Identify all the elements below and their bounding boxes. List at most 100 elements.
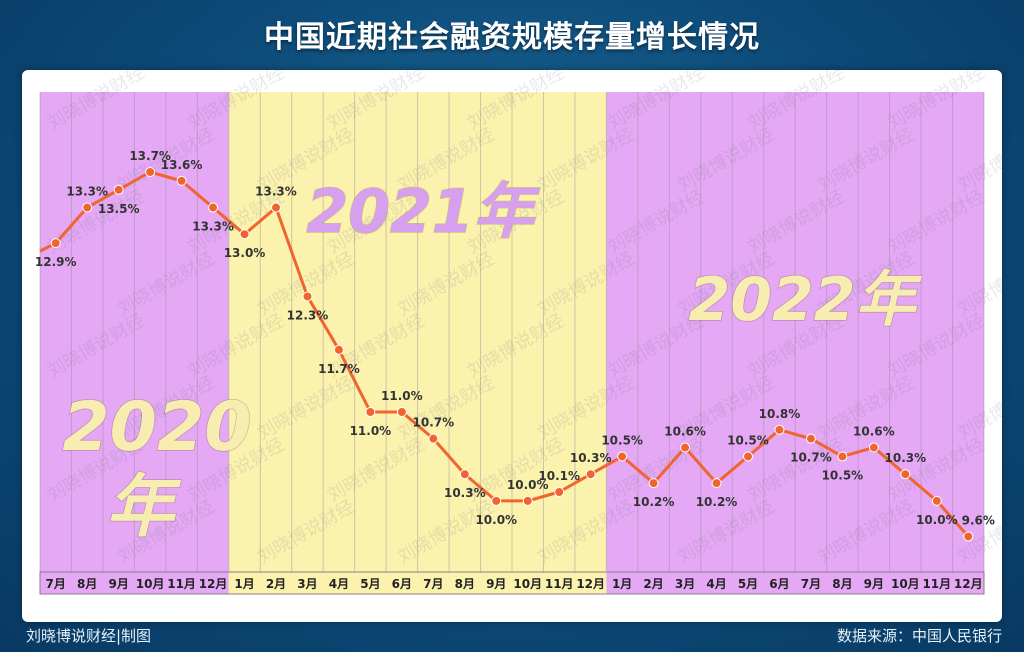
data-point	[365, 407, 376, 417]
year-band-0	[40, 92, 229, 594]
x-tick-label: 8月	[77, 577, 97, 591]
data-label: 13.6%	[161, 158, 203, 172]
data-point	[617, 451, 628, 462]
data-point	[113, 184, 124, 195]
year-label-2021: 2021年	[307, 177, 541, 247]
data-point	[680, 442, 691, 453]
data-point	[868, 442, 879, 453]
data-label: 10.3%	[570, 451, 612, 465]
data-point	[145, 167, 156, 177]
year-band-1	[228, 92, 607, 594]
data-label: 10.0%	[916, 513, 958, 527]
x-tick-label: 9月	[864, 577, 884, 591]
x-tick-label: 6月	[392, 577, 412, 591]
data-point	[333, 344, 344, 355]
x-tick-label: 12月	[199, 577, 228, 591]
data-label: 10.5%	[727, 433, 769, 447]
data-label: 13.3%	[192, 220, 234, 234]
data-label: 12.3%	[287, 308, 329, 322]
data-point	[774, 424, 785, 435]
data-label: 10.3%	[885, 451, 927, 465]
x-tick-label: 8月	[455, 577, 475, 591]
data-label: 10.6%	[853, 425, 895, 439]
data-label: 10.7%	[413, 416, 455, 430]
data-point	[963, 531, 974, 542]
year-label-2020: 2020	[62, 388, 251, 467]
x-tick-label: 11月	[167, 577, 196, 591]
chart-credit: 刘晓博说财经|制图	[26, 627, 152, 645]
x-tick-label: 7月	[801, 577, 821, 591]
data-point	[302, 291, 313, 302]
x-tick-label: 4月	[706, 577, 726, 591]
data-label: 11.0%	[381, 389, 423, 403]
data-label: 10.2%	[633, 495, 675, 509]
data-point	[459, 469, 470, 480]
data-point	[239, 229, 250, 240]
data-point	[82, 202, 93, 213]
data-point	[805, 433, 816, 444]
data-label: 10.5%	[601, 433, 643, 447]
data-label: 13.7%	[129, 149, 171, 163]
data-label: 10.0%	[475, 513, 517, 527]
data-label: 10.5%	[822, 468, 864, 482]
data-source: 数据来源：中国人民银行	[836, 627, 1002, 645]
x-tick-label: 1月	[612, 577, 632, 591]
x-tick-label: 3月	[675, 577, 695, 591]
x-tick-label: 9月	[486, 577, 506, 591]
data-label: 13.5%	[98, 202, 140, 216]
page-title: 中国近期社会融资规模存量增长情况	[264, 20, 760, 55]
data-point	[648, 478, 659, 489]
x-tick-label: 7月	[423, 577, 443, 591]
data-label: 10.2%	[696, 495, 738, 509]
x-tick-label: 6月	[769, 577, 789, 591]
data-label: 12.9%	[35, 255, 77, 269]
x-tick-label: 10月	[136, 577, 165, 591]
x-tick-label: 2月	[643, 577, 663, 591]
data-point	[585, 469, 596, 480]
x-tick-label: 3月	[297, 577, 317, 591]
data-point	[428, 433, 439, 444]
data-label: 10.6%	[664, 425, 706, 439]
data-point	[711, 478, 722, 489]
x-axis-box	[39, 571, 985, 595]
data-point	[208, 202, 219, 213]
year-label-2022: 2022年	[689, 265, 923, 335]
data-point	[900, 469, 911, 480]
data-label: 10.0%	[507, 478, 549, 492]
x-tick-label: 8月	[832, 577, 852, 591]
data-label: 11.0%	[350, 424, 392, 438]
data-point	[396, 407, 407, 417]
data-point	[743, 451, 753, 462]
data-point	[837, 451, 848, 462]
data-label: 13.3%	[255, 185, 297, 199]
data-point	[931, 495, 942, 506]
data-point	[491, 495, 502, 506]
x-tick-label: 2月	[266, 577, 286, 591]
x-tick-label: 10月	[513, 577, 542, 591]
data-label: 10.8%	[759, 407, 801, 421]
x-tick-label: 5月	[738, 577, 758, 591]
data-label: 9.6%	[962, 513, 995, 527]
line-chart: 刘晓博说财经 刘晓博说财经 刘晓博说财经 刘晓博说财经 刘晓博说财经 刘晓博说财经 刘晓博说…	[35, 70, 1002, 595]
data-label: 10.1%	[538, 469, 580, 483]
x-tick-label: 9月	[108, 577, 128, 591]
x-tick-label: 11月	[545, 577, 574, 591]
x-tick-label: 12月	[576, 577, 605, 591]
data-label: 11.7%	[318, 362, 360, 376]
x-tick-label: 5月	[360, 577, 380, 591]
data-label: 13.0%	[224, 246, 266, 260]
x-tick-label: 4月	[329, 577, 349, 591]
data-point	[176, 175, 187, 186]
data-point	[554, 487, 565, 497]
data-point	[271, 202, 281, 213]
data-label: 10.3%	[444, 486, 486, 500]
year-label-2020-suffix: 年	[106, 468, 182, 547]
x-tick-label: 11月	[922, 577, 951, 591]
data-point	[522, 495, 533, 506]
chart-panel: 刘晓博说财经 刘晓博说财经 刘晓博说财经 刘晓博说财经 刘晓博说财经 刘晓博说财经 刘晓博说…	[22, 70, 1002, 622]
data-point	[50, 238, 61, 249]
year-band-2	[606, 92, 984, 594]
x-tick-label: 7月	[46, 577, 66, 591]
x-tick-label: 12月	[954, 577, 983, 591]
x-tick-label: 10月	[891, 577, 920, 591]
